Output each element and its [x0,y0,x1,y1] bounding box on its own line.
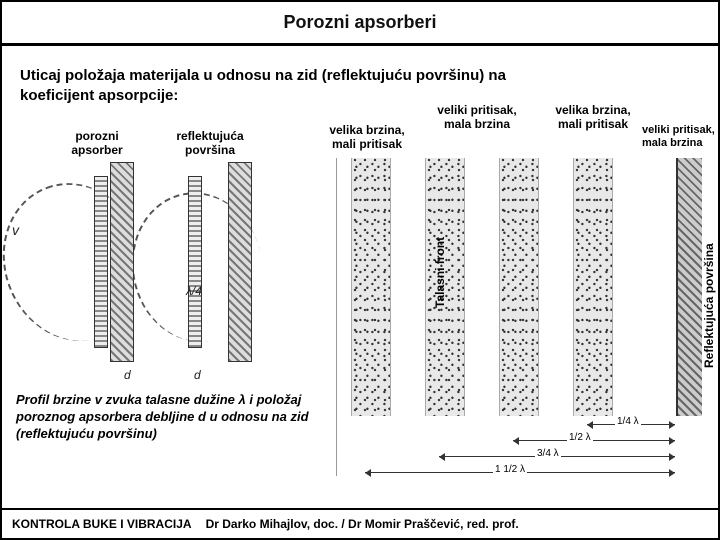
dimtext-half: 1/2 λ [567,432,593,443]
label-veliki-pritisak-mala-brzina-2: veliki pritisak, mala brzina [642,124,720,149]
symbol-d-1: d [124,368,131,382]
wall-hatch-1 [110,162,134,362]
velocity-profile-diagram: v d d λ/4 [12,162,312,392]
wave-stripe-1 [351,158,391,416]
page-title: Porozni apsorberi [283,12,436,33]
title-bar: Porozni apsorberi [2,2,718,46]
reflecting-wall [676,158,702,416]
absorber-bar-1 [94,176,108,348]
footer: KONTROLA BUKE I VIBRACIJA Dr Darko Mihaj… [2,508,718,538]
wall-hatch-2 [228,162,252,362]
label-reflektujuca-povrsina: reflektujuća površina [168,130,252,158]
label-talasni-front: Talasni front [433,198,447,308]
symbol-lambda-quarter: λ/4 [186,284,202,298]
symbol-d-2: d [194,368,201,382]
absorber-bar-2 [188,176,202,348]
wave-front-panel: Talasni front Reflektujuća površina 1/4 … [336,158,702,476]
dimtext-three-quarter: 3/4 λ [535,448,561,459]
diagram-caption: Profil brzine v zvuka talasne dužine λ i… [16,392,326,443]
label-velika-brzina-mali-pritisak-2: velika brzina, mali pritisak [548,104,638,132]
wave-stripe-4 [573,158,613,416]
dimtext-quarter: 1/4 λ [615,416,641,427]
dimtext-one-half: 1 1/2 λ [493,464,527,475]
authors: Dr Darko Mihajlov, doc. / Dr Momir Prašč… [206,517,519,531]
label-porozni-apsorber: porozni apsorber [62,130,132,158]
course-title: KONTROLA BUKE I VIBRACIJA [12,517,192,531]
label-reflektujuca-povrsina-vert: Reflektujuća površina [702,188,716,368]
label-velika-brzina-mali-pritisak: velika brzina, mali pritisak [322,124,412,152]
symbol-v: v [12,222,19,238]
wave-stripe-3 [499,158,539,416]
subtitle: Uticaj položaja materijala u odnosu na z… [20,66,540,105]
label-veliki-pritisak-mala-brzina: veliki pritisak, mala brzina [432,104,522,132]
